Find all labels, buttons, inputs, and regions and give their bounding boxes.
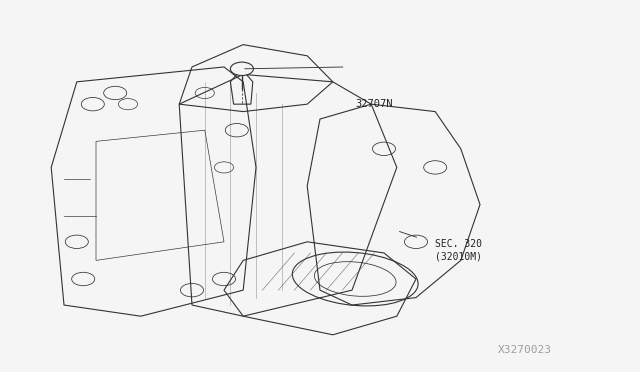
Text: X3270023: X3270023 xyxy=(498,345,552,355)
Text: (32010M): (32010M) xyxy=(435,252,482,262)
Circle shape xyxy=(230,62,253,76)
Text: 32707N: 32707N xyxy=(355,99,393,109)
Text: SEC. 320: SEC. 320 xyxy=(435,239,482,248)
